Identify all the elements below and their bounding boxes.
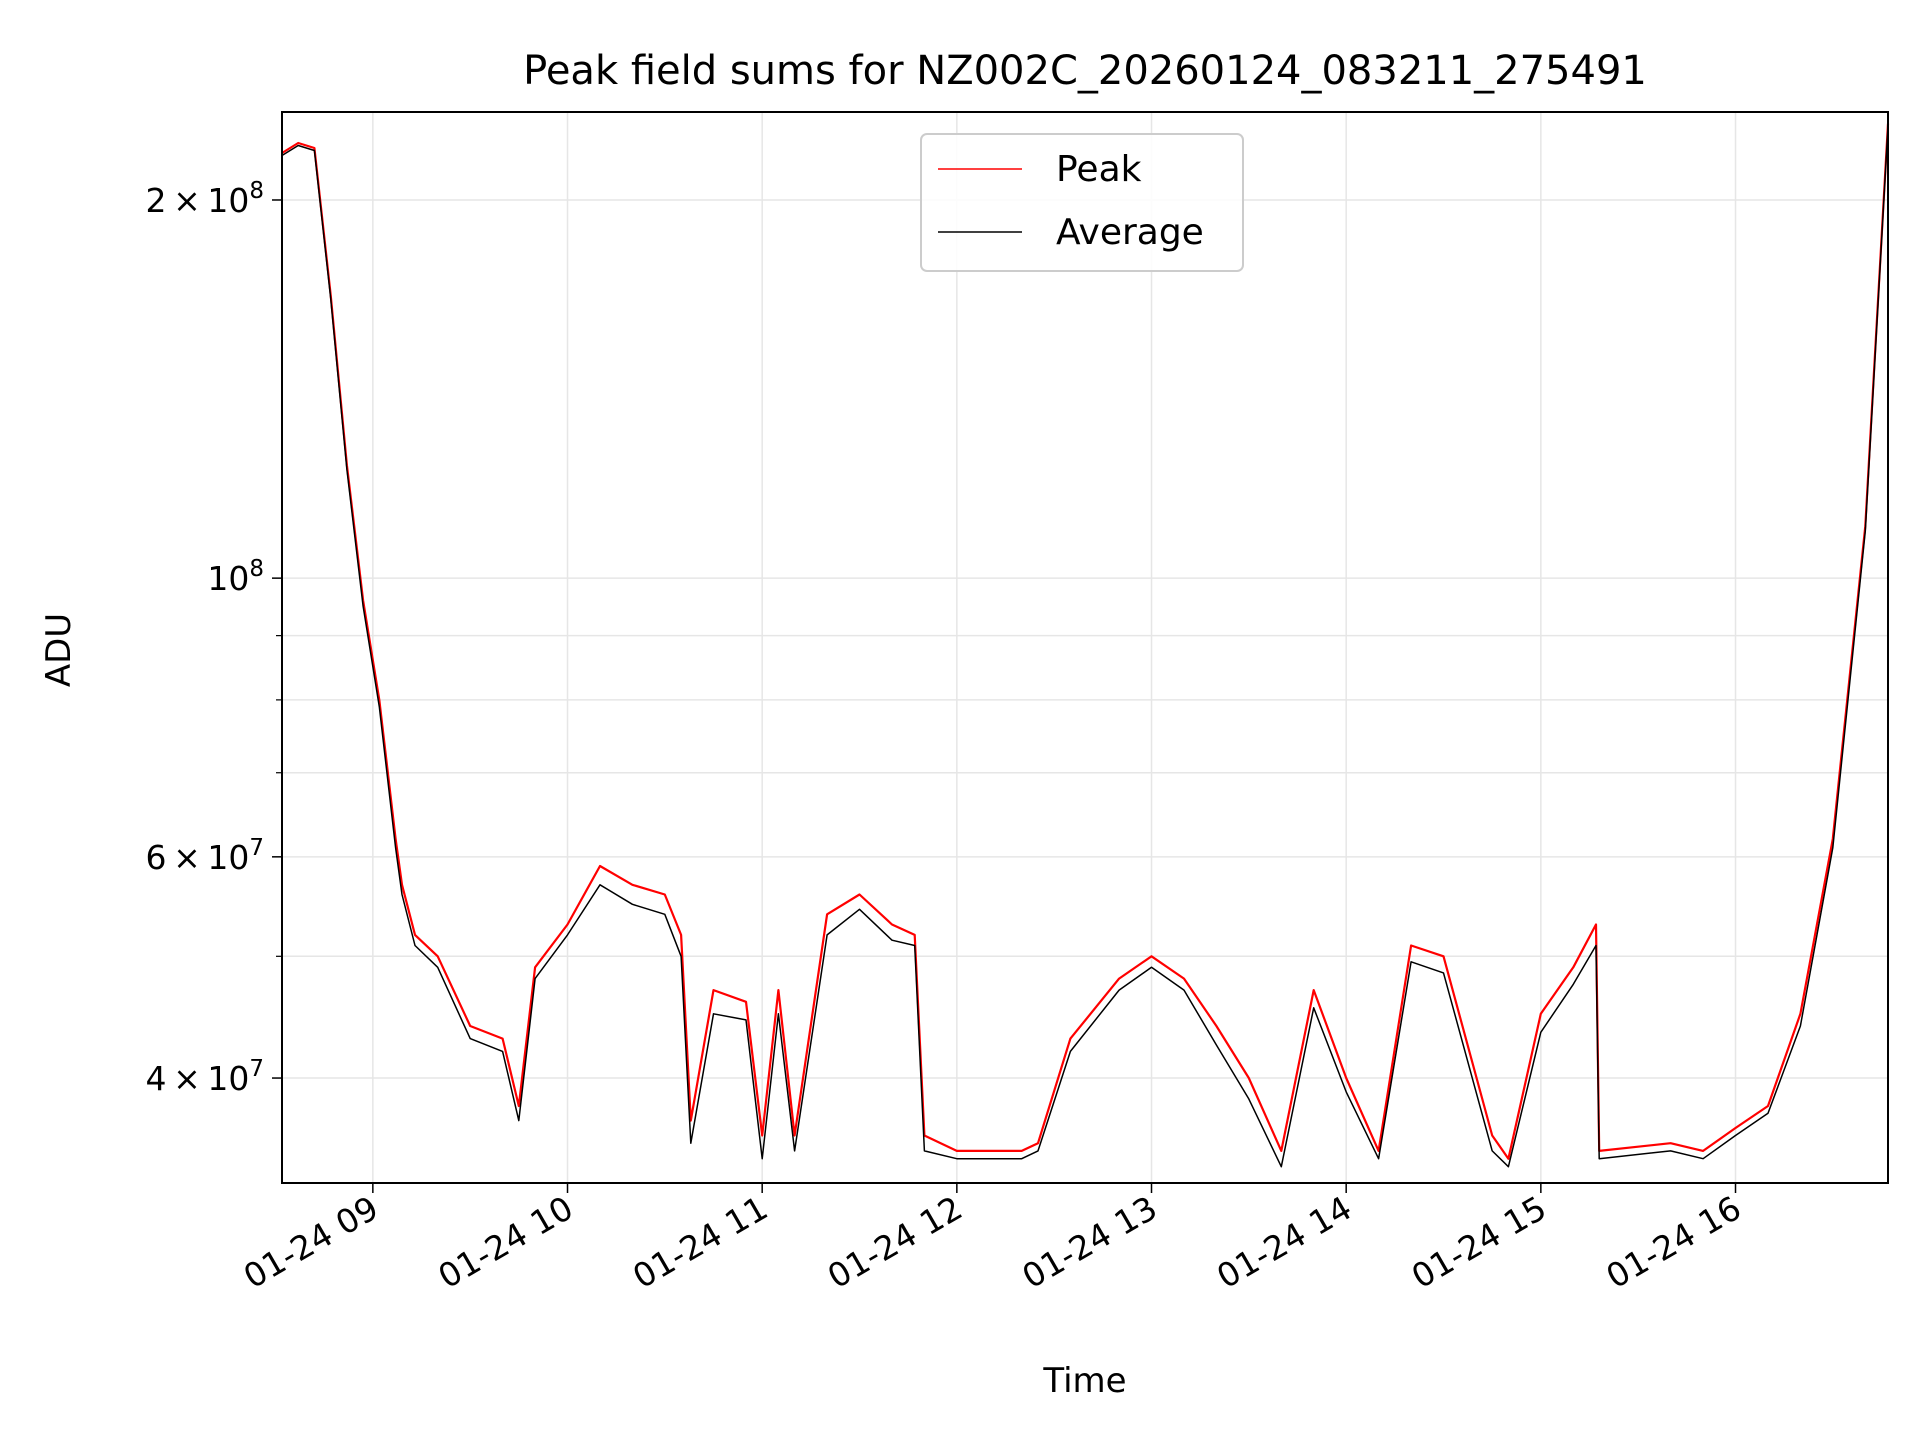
axes-frame [281, 111, 1889, 1184]
grid [282, 112, 1888, 1183]
y-tick-label: 108 [207, 556, 264, 598]
series-group [281, 123, 1890, 1168]
y-tick-label: 2 × 108 [146, 178, 264, 220]
y-axis-label: ADU [39, 613, 79, 687]
legend-label-average: Average [1056, 212, 1204, 253]
x-axis-label: Time [1042, 1361, 1126, 1401]
chart-title: Peak field sums for NZ002C_20260124_0832… [523, 48, 1647, 94]
y-tick-label: 6 × 107 [146, 835, 264, 877]
legend: Peak Average [920, 133, 1244, 272]
series-line-average [281, 126, 1889, 1168]
y-tick-label: 4 × 107 [146, 1056, 264, 1098]
legend-label-peak: Peak [1056, 149, 1142, 190]
